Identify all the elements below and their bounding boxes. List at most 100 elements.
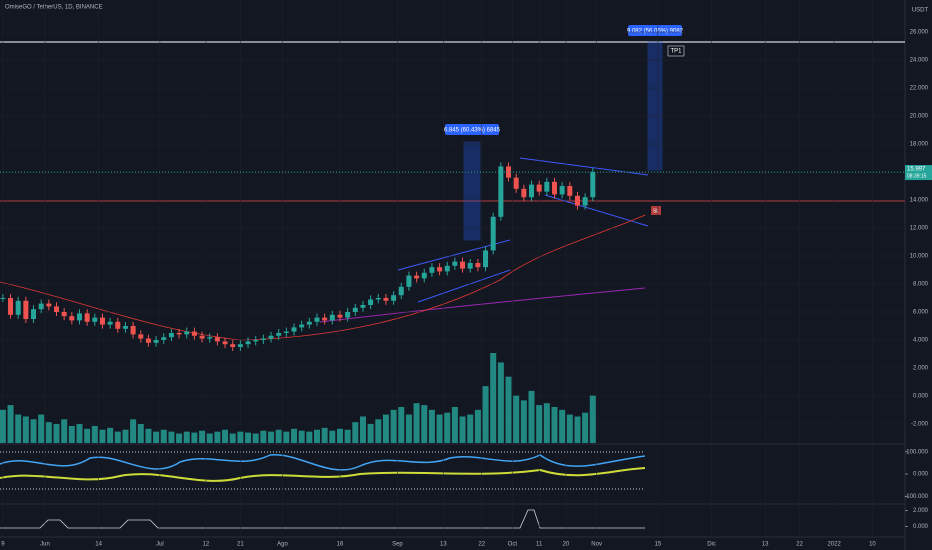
volume-bar xyxy=(130,419,137,443)
candle xyxy=(368,299,374,305)
candle xyxy=(498,166,504,217)
candle xyxy=(551,181,557,195)
y-tick-label: 24.000 xyxy=(910,58,929,64)
x-tick-label: 12 xyxy=(203,542,210,548)
volume-bar xyxy=(451,407,458,443)
y-tick-label: 22.000 xyxy=(910,86,929,92)
sl-label-bg xyxy=(651,206,661,215)
y-tick-label: -100.000 xyxy=(904,494,928,500)
volume-bar xyxy=(367,424,374,443)
candle xyxy=(276,332,282,336)
candle xyxy=(391,295,397,301)
candle xyxy=(245,341,251,345)
candle xyxy=(406,275,412,287)
volume-bar xyxy=(482,386,489,443)
volume-bar xyxy=(114,431,121,443)
volume-bar xyxy=(306,431,313,443)
y-tick-label: 14.000 xyxy=(910,198,929,204)
candle xyxy=(253,339,259,342)
volume-bar xyxy=(421,405,428,443)
candle xyxy=(567,186,573,196)
candle xyxy=(8,297,14,315)
volume-bar xyxy=(206,433,213,443)
candle xyxy=(574,195,580,206)
volume-bar xyxy=(321,427,328,443)
candle xyxy=(590,172,596,198)
x-tick-label: 10 xyxy=(869,542,876,548)
volume-bar xyxy=(551,407,558,443)
volume-bar xyxy=(436,414,443,443)
y-tick-label: 18.000 xyxy=(910,142,929,148)
volume-bar xyxy=(199,430,206,443)
x-tick-label: Oct xyxy=(508,542,518,548)
candle xyxy=(521,188,527,198)
candle xyxy=(460,261,466,269)
y-tick-label: 26.000 xyxy=(910,30,929,36)
volume-bar xyxy=(153,431,160,443)
volume-bar xyxy=(245,432,252,443)
volume-bar xyxy=(405,414,412,443)
volume-bar xyxy=(168,431,175,443)
y-tick-label: 100.000 xyxy=(906,449,928,455)
candle xyxy=(92,317,98,322)
volume-bar xyxy=(7,405,14,443)
volume-bar xyxy=(222,429,229,443)
y-tick-label: 10.000 xyxy=(910,254,929,260)
candle xyxy=(54,306,60,312)
measure-label: 6.845 (60.43%) 6845 xyxy=(444,128,501,134)
volume-bar xyxy=(229,433,236,443)
candle xyxy=(207,337,213,339)
volume-bar xyxy=(137,424,144,443)
candle xyxy=(61,311,67,317)
candle xyxy=(314,317,320,322)
candle xyxy=(168,332,174,338)
candle xyxy=(506,166,512,178)
candle xyxy=(76,313,82,321)
y-tick-label: 2.000 xyxy=(913,508,929,514)
candle xyxy=(337,314,343,318)
volume-bar xyxy=(176,433,183,443)
volume-bar xyxy=(474,409,481,443)
candle xyxy=(437,267,443,272)
volume-bar xyxy=(268,431,275,443)
candle xyxy=(260,338,266,340)
y-tick-label: 0.000 xyxy=(913,524,929,530)
candle xyxy=(199,335,205,339)
volume-bar xyxy=(390,409,397,443)
candle xyxy=(176,332,182,335)
chart-title: OmiseGO / TetherUS, 1D, BINANCE xyxy=(5,5,103,11)
volume-bar xyxy=(559,409,566,443)
volume-bar xyxy=(22,416,29,443)
x-tick-label: 20 xyxy=(563,542,570,548)
measure-label: 9.082 (56.05%) 9082 xyxy=(627,29,684,35)
y-tick-label: 2.000 xyxy=(913,366,929,372)
y-tick-label: 0.000 xyxy=(913,472,929,478)
volume-bar xyxy=(214,431,221,443)
volume-bar xyxy=(252,433,259,443)
x-tick-label: Nov xyxy=(591,542,602,548)
volume-bar xyxy=(99,429,106,443)
volume-bar xyxy=(91,425,98,443)
volume-bar xyxy=(513,395,520,443)
y-tick-label: 0.000 xyxy=(913,394,929,400)
candle xyxy=(138,334,144,339)
volume-bar xyxy=(84,428,91,443)
volume-bar xyxy=(260,430,267,443)
volume-bar xyxy=(398,407,405,443)
candle xyxy=(536,184,542,192)
candle xyxy=(475,263,481,268)
volume-bar xyxy=(30,419,37,443)
candle xyxy=(38,303,44,310)
x-tick-label: 9 xyxy=(1,542,5,548)
measure-box xyxy=(463,141,481,241)
candle xyxy=(153,339,159,343)
volume-bar xyxy=(61,419,68,443)
volume-bar xyxy=(589,395,596,443)
y-tick-label: 20.000 xyxy=(910,114,929,120)
candle xyxy=(490,216,496,251)
volume-bar xyxy=(76,424,83,443)
measure-box xyxy=(647,41,663,171)
candle xyxy=(299,324,305,328)
candle xyxy=(513,177,519,189)
